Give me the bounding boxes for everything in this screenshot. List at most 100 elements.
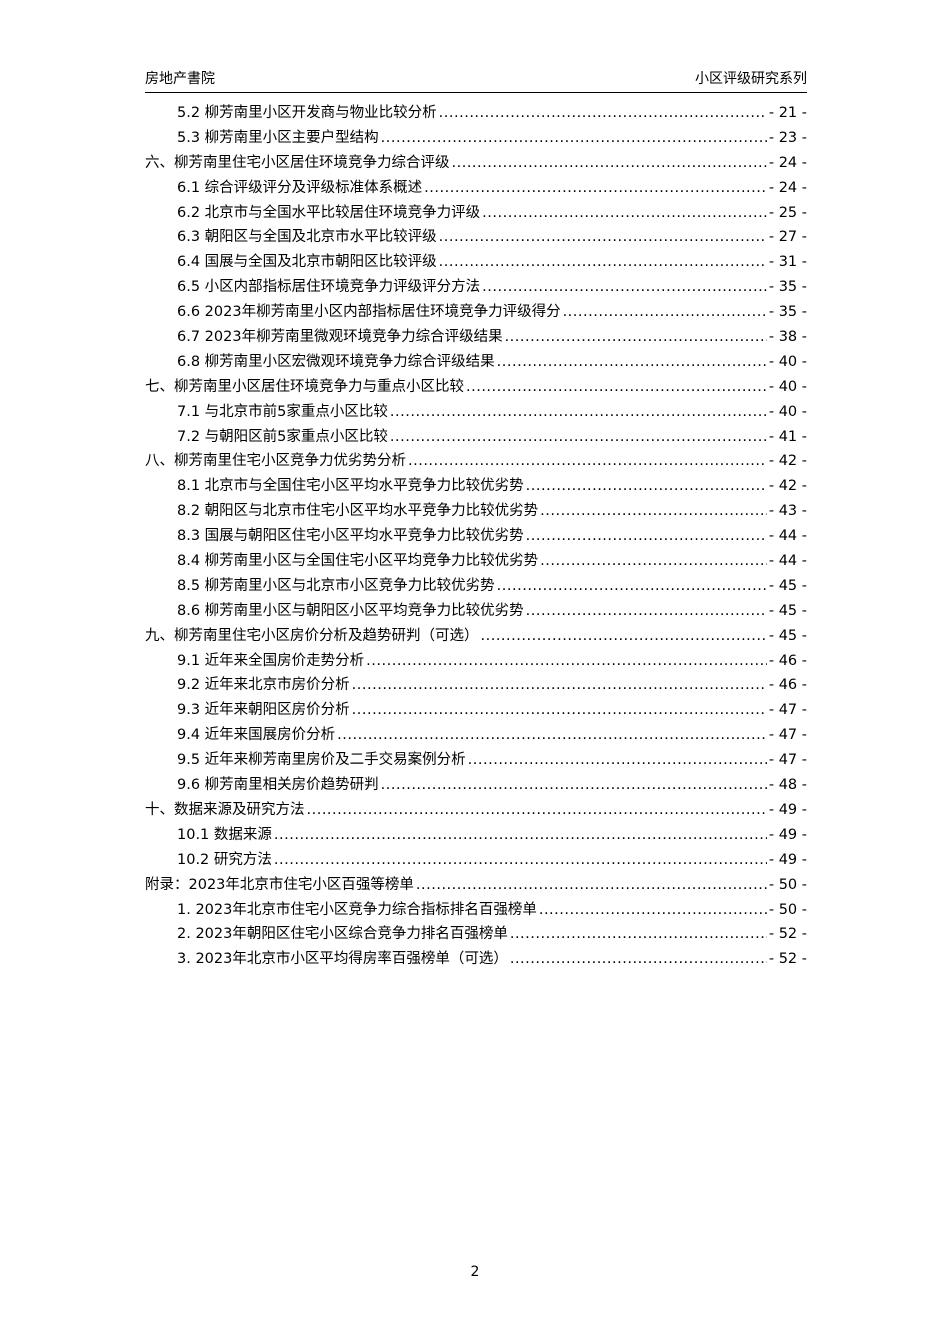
dot-leader (452, 151, 767, 176)
toc-entry-title: 6.8 柳芳南里小区宏微观环境竞争力综合评级结果 (177, 353, 495, 370)
toc-entry[interactable]: 9.5 近年来柳芳南里房价及二手交易案例分析 - 47 - (145, 748, 807, 773)
toc-entry[interactable]: 7.2 与朝阳区前5家重点小区比较 - 41 - (145, 425, 807, 450)
toc-entry[interactable]: 3. 2023年北京市小区平均得房率百强榜单（可选） - 52 - (145, 947, 807, 972)
toc-entry-title: 9.3 近年来朝阳区房价分析 (177, 702, 350, 719)
toc-entry-page: - 48 - (768, 777, 807, 794)
dot-leader (307, 798, 767, 823)
toc-entry[interactable]: 十、数据来源及研究方法 - 49 - (145, 798, 807, 823)
dot-leader (274, 848, 767, 873)
toc-entry[interactable]: 八、柳芳南里住宅小区竞争力优劣势分析 - 42 - (145, 449, 807, 474)
toc-entry-title: 6.1 综合评级评分及评级标准体系概述 (177, 179, 423, 196)
toc-entry-title: 7.1 与北京市前5家重点小区比较 (177, 403, 388, 420)
toc-entry-title: 8.1 北京市与全国住宅小区平均水平竞争力比较优劣势 (177, 478, 524, 495)
toc-entry[interactable]: 9.2 近年来北京市房价分析 - 46 - (145, 673, 807, 698)
toc-entry-title: 9.4 近年来国展房价分析 (177, 727, 336, 744)
toc-entry-title: 8.5 柳芳南里小区与北京市小区竞争力比较优劣势 (177, 577, 495, 594)
toc-entry[interactable]: 8.2 朝阳区与北京市住宅小区平均水平竞争力比较优劣势 - 43 - (145, 499, 807, 524)
toc-entry-page: - 23 - (768, 129, 807, 146)
toc-entry-title: 8.6 柳芳南里小区与朝阳区小区平均竞争力比较优劣势 (177, 602, 524, 619)
toc-entry[interactable]: 9.3 近年来朝阳区房价分析 - 47 - (145, 698, 807, 723)
toc-entry[interactable]: 七、柳芳南里小区居住环境竞争力与重点小区比较 - 40 - (145, 375, 807, 400)
dot-leader (466, 375, 767, 400)
toc-entry[interactable]: 8.1 北京市与全国住宅小区平均水平竞争力比较优劣势 - 42 - (145, 474, 807, 499)
toc-entry-page: - 45 - (768, 602, 807, 619)
toc-entry[interactable]: 10.2 研究方法 - 49 - (145, 848, 807, 873)
dot-leader (481, 624, 767, 649)
toc-entry[interactable]: 8.3 国展与朝阳区住宅小区平均水平竞争力比较优劣势 - 44 - (145, 524, 807, 549)
toc-entry[interactable]: 6.5 小区内部指标居住环境竞争力评级评分方法 - 35 - (145, 275, 807, 300)
toc-entry-page: - 46 - (768, 677, 807, 694)
header-left: 房地产書院 (145, 71, 215, 87)
toc-entry-page: - 35 - (768, 304, 807, 321)
header-right: 小区评级研究系列 (695, 71, 807, 87)
dot-leader (439, 250, 767, 275)
toc-entry[interactable]: 9.4 近年来国展房价分析 - 47 - (145, 723, 807, 748)
toc-entry-title: 8.4 柳芳南里小区与全国住宅小区平均竞争力比较优劣势 (177, 553, 539, 570)
dot-leader (274, 823, 767, 848)
toc-entry-title: 6.6 2023年柳芳南里小区内部指标居住环境竞争力评级得分 (177, 304, 561, 321)
dot-leader (468, 748, 767, 773)
dot-leader (539, 898, 767, 923)
toc-entry[interactable]: 8.6 柳芳南里小区与朝阳区小区平均竞争力比较优劣势 - 45 - (145, 599, 807, 624)
toc-entry[interactable]: 6.8 柳芳南里小区宏微观环境竞争力综合评级结果 - 40 - (145, 350, 807, 375)
toc-entry-page: - 52 - (768, 951, 807, 968)
toc-entry[interactable]: 六、柳芳南里住宅小区居住环境竞争力综合评级 - 24 - (145, 151, 807, 176)
table-of-contents: 5.2 柳芳南里小区开发商与物业比较分析 - 21 - 5.3 柳芳南里小区主要户型… (145, 101, 807, 972)
dot-leader (510, 922, 767, 947)
dot-leader (540, 499, 767, 524)
dot-leader (540, 549, 767, 574)
toc-entry[interactable]: 8.4 柳芳南里小区与全国住宅小区平均竞争力比较优劣势 - 44 - (145, 549, 807, 574)
toc-entry-title: 9.2 近年来北京市房价分析 (177, 677, 350, 694)
page-header: 房地产書院 小区评级研究系列 (145, 68, 807, 93)
toc-entry[interactable]: 6.1 综合评级评分及评级标准体系概述 - 24 - (145, 176, 807, 201)
toc-entry[interactable]: 附录：2023年北京市住宅小区百强等榜单 - 50 - (145, 873, 807, 898)
toc-entry[interactable]: 9.6 柳芳南里相关房价趋势研判 - 48 - (145, 773, 807, 798)
toc-entry-title: 附录：2023年北京市住宅小区百强等榜单 (145, 876, 414, 893)
dot-leader (563, 300, 767, 325)
toc-entry[interactable]: 7.1 与北京市前5家重点小区比较 - 40 - (145, 400, 807, 425)
dot-leader (482, 275, 767, 300)
toc-entry[interactable]: 2. 2023年朝阳区住宅小区综合竞争力排名百强榜单 - 52 - (145, 922, 807, 947)
toc-entry[interactable]: 5.2 柳芳南里小区开发商与物业比较分析 - 21 - (145, 101, 807, 126)
toc-entry-page: - 45 - (768, 577, 807, 594)
toc-entry-page: - 27 - (768, 229, 807, 246)
dot-leader (366, 649, 767, 674)
toc-entry[interactable]: 6.6 2023年柳芳南里小区内部指标居住环境竞争力评级得分 - 35 - (145, 300, 807, 325)
toc-entry-title: 3. 2023年北京市小区平均得房率百强榜单（可选） (177, 951, 508, 968)
toc-entry-title: 七、柳芳南里小区居住环境竞争力与重点小区比较 (145, 378, 464, 395)
toc-entry-title: 6.5 小区内部指标居住环境竞争力评级评分方法 (177, 279, 481, 296)
toc-entry-title: 7.2 与朝阳区前5家重点小区比较 (177, 428, 388, 445)
toc-entry-page: - 52 - (768, 926, 807, 943)
toc-entry[interactable]: 6.3 朝阳区与全国及北京市水平比较评级 - 27 - (145, 225, 807, 250)
toc-entry-page: - 49 - (768, 851, 807, 868)
toc-entry-page: - 40 - (768, 378, 807, 395)
toc-entry[interactable]: 6.4 国展与全国及北京市朝阳区比较评级 - 31 - (145, 250, 807, 275)
dot-leader (497, 574, 767, 599)
toc-entry-page: - 47 - (768, 702, 807, 719)
toc-entry[interactable]: 6.7 2023年柳芳南里微观环境竞争力综合评级结果 - 38 - (145, 325, 807, 350)
dot-leader (352, 673, 767, 698)
toc-entry-title: 10.2 研究方法 (177, 851, 272, 868)
toc-entry[interactable]: 6.2 北京市与全国水平比较居住环境竞争力评级 - 25 - (145, 201, 807, 226)
dot-leader (381, 126, 767, 151)
toc-entry-page: - 42 - (768, 478, 807, 495)
toc-entry[interactable]: 1. 2023年北京市住宅小区竞争力综合指标排名百强榜单 - 50 - (145, 898, 807, 923)
toc-entry-page: - 46 - (768, 652, 807, 669)
toc-entry-page: - 25 - (768, 204, 807, 221)
toc-entry[interactable]: 9.1 近年来全国房价走势分析 - 46 - (145, 649, 807, 674)
toc-entry-page: - 44 - (768, 553, 807, 570)
toc-entry[interactable]: 10.1 数据来源 - 49 - (145, 823, 807, 848)
page-number: 2 (470, 1264, 480, 1280)
toc-entry-title: 六、柳芳南里住宅小区居住环境竞争力综合评级 (145, 154, 450, 171)
toc-entry-page: - 42 - (768, 453, 807, 470)
toc-entry[interactable]: 5.3 柳芳南里小区主要户型结构 - 23 - (145, 126, 807, 151)
toc-entry-title: 2. 2023年朝阳区住宅小区综合竞争力排名百强榜单 (177, 926, 508, 943)
toc-entry-page: - 24 - (768, 154, 807, 171)
toc-entry[interactable]: 8.5 柳芳南里小区与北京市小区竞争力比较优劣势 - 45 - (145, 574, 807, 599)
toc-entry[interactable]: 九、柳芳南里住宅小区房价分析及趋势研判（可选） - 45 - (145, 624, 807, 649)
toc-entry-title: 6.4 国展与全国及北京市朝阳区比较评级 (177, 254, 437, 271)
dot-leader (439, 101, 767, 126)
toc-entry-title: 9.1 近年来全国房价走势分析 (177, 652, 365, 669)
toc-entry-page: - 31 - (768, 254, 807, 271)
